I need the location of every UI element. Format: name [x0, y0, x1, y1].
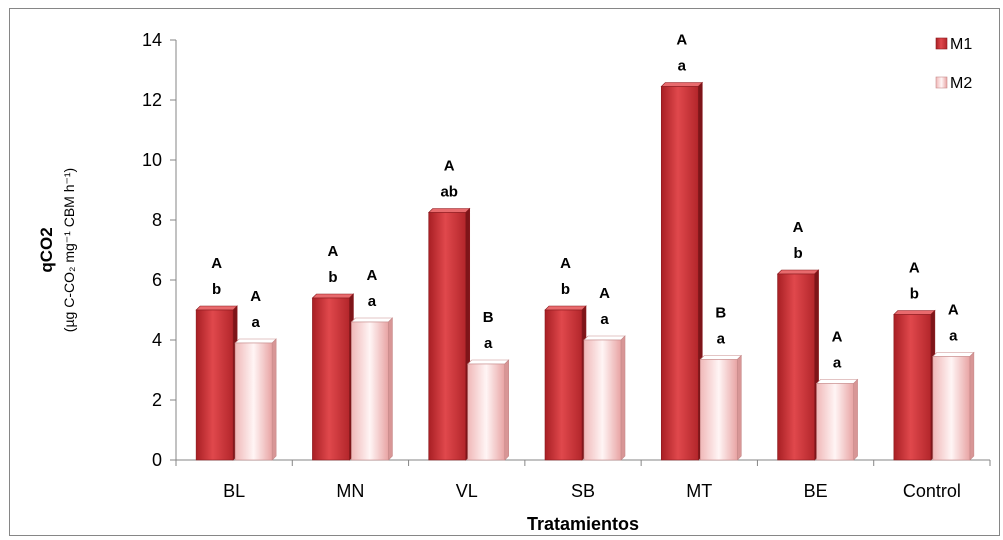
x-tick-label: BL: [223, 481, 245, 501]
bar-side-m2-mt: [736, 354, 742, 461]
bar-top-m2-vl: [466, 359, 510, 365]
sig-label-upper: A: [367, 267, 378, 284]
bar-top-m2-sb: [583, 335, 626, 341]
sig-label-lower: a: [833, 355, 842, 372]
bar-side-m2-sb: [620, 335, 626, 461]
bar-top-m1-mt: [660, 82, 704, 87]
bar-m2-sb: [583, 339, 622, 461]
x-tick-label: VL: [456, 481, 478, 501]
sig-label-lower: a: [368, 293, 377, 310]
y-axis-title-main: qCO2: [37, 227, 56, 272]
y-tick-label: 14: [142, 30, 162, 50]
x-tick-label: MN: [336, 481, 364, 501]
sig-label-upper: A: [211, 255, 222, 272]
bar-top-m1-bl: [195, 305, 238, 311]
y-axis-title-unit: (µg C-CO₂ mg⁻¹ CBM h⁻¹): [61, 168, 77, 332]
bar-m1-control: [893, 314, 932, 461]
legend-label-m2: M2: [950, 75, 972, 92]
sig-label-lower: a: [678, 58, 687, 75]
y-tick-label: 12: [142, 90, 162, 110]
sig-label-lower: ab: [440, 184, 458, 201]
sig-label-lower: b: [328, 269, 337, 286]
x-tick-label: Control: [903, 481, 961, 501]
sig-label-upper: A: [560, 255, 571, 272]
sig-label-upper: B: [715, 305, 726, 322]
bar-m2-control: [932, 356, 971, 461]
bar-top-m1-mn: [311, 293, 355, 299]
sig-label-upper: A: [676, 32, 687, 49]
bar-m2-vl: [467, 363, 506, 461]
x-axis-title: Tratamientos: [527, 514, 639, 534]
x-tick-label: MT: [686, 481, 712, 501]
sig-label-lower: b: [212, 281, 221, 298]
y-tick-label: 4: [152, 330, 162, 350]
x-axis: BL MN VL SB MT BE Control: [175, 459, 991, 501]
sig-label-lower: b: [910, 286, 919, 303]
sig-label-upper: B: [483, 309, 494, 326]
x-tick-label: BE: [804, 481, 828, 501]
sig-label-upper: A: [909, 260, 920, 277]
bar-top-m2-control: [932, 352, 975, 357]
bar-m2-mt: [699, 359, 738, 461]
sig-label-upper: A: [793, 219, 804, 236]
bar-m1-be: [777, 273, 815, 461]
sig-label-upper: A: [328, 243, 339, 260]
bar-side-m2-vl: [504, 359, 510, 461]
y-axis-title: qCO2 (µg C-CO₂ mg⁻¹ CBM h⁻¹): [37, 168, 77, 332]
sig-label-lower: a: [600, 311, 609, 328]
y-tick-label: 6: [152, 270, 162, 290]
x-tick-label: SB: [571, 481, 595, 501]
y-tick-label: 10: [142, 150, 162, 170]
bar-top-m2-mn: [350, 317, 394, 323]
bar-top-m2-bl: [234, 338, 277, 344]
legend-swatch-m1: [935, 37, 948, 50]
sig-label-lower: a: [949, 328, 958, 345]
sig-label-upper: A: [444, 158, 455, 175]
bar-top-m1-control: [893, 310, 936, 315]
bar-m1-mt: [660, 86, 699, 461]
sig-label-lower: a: [251, 314, 260, 331]
bar-m1-sb: [544, 309, 583, 461]
sig-label-upper: A: [948, 302, 959, 319]
sig-label-lower: b: [793, 245, 802, 262]
bar-side-m2-be: [853, 378, 858, 461]
sig-label-lower: b: [561, 281, 570, 298]
legend-label-m1: M1: [950, 36, 972, 53]
legend-swatch-m2: [935, 76, 948, 89]
y-tick-label: 8: [152, 210, 162, 230]
sig-label-upper: A: [832, 329, 843, 346]
bar-m1-mn: [312, 297, 350, 461]
bar-top-m1-sb: [544, 305, 587, 311]
sig-label-upper: A: [599, 285, 610, 302]
bar-m2-mn: [351, 321, 389, 461]
sig-label-upper: A: [250, 288, 261, 305]
bar-top-m2-be: [815, 379, 859, 384]
bar-m1-bl: [195, 309, 234, 461]
bar-m1-vl: [428, 212, 467, 461]
bar-m2-bl: [234, 342, 273, 461]
bar-side-m2-control: [969, 351, 975, 461]
y-tick-label: 2: [152, 390, 162, 410]
y-axis: 0 2 4 6 8 10 12 14: [142, 30, 177, 470]
y-tick-label: 0: [152, 450, 162, 470]
bar-top-m1-be: [776, 269, 820, 275]
bar-side-m2-mn: [388, 317, 393, 461]
bars: [195, 81, 975, 461]
bar-m2-be: [816, 383, 854, 461]
bar-top-m1-vl: [427, 208, 471, 213]
bar-side-m2-bl: [271, 338, 277, 461]
sig-label-lower: a: [484, 335, 493, 352]
legend: M1 M2: [935, 36, 972, 92]
sig-label-lower: a: [717, 331, 726, 348]
bar-top-m2-mt: [699, 355, 743, 360]
